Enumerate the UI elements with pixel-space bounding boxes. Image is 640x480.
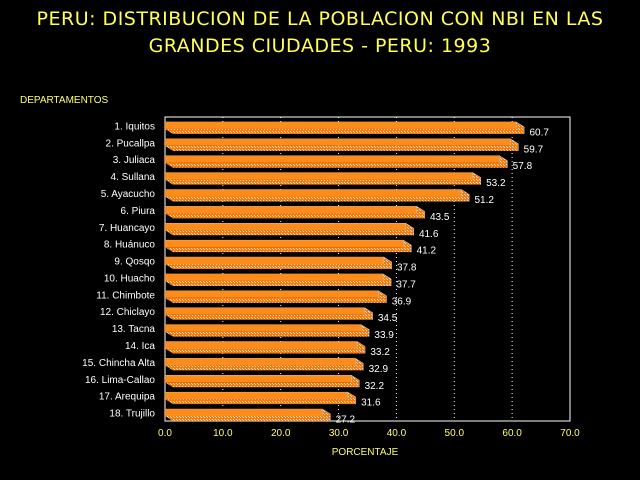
x-axis-title: PORCENTAJE — [332, 447, 399, 458]
x-tick-label: 60.0 — [502, 428, 522, 439]
x-tick-label: 20.0 — [271, 428, 291, 439]
bar — [164, 391, 357, 405]
category-label: 11. Chimbote — [96, 290, 155, 301]
x-tick-label: 30.0 — [329, 428, 349, 439]
x-tick-labels: 0.0 10.0 20.0 30.0 40.0 50.0 60.0 70.0 — [158, 428, 580, 439]
value-label: 57.8 — [513, 161, 533, 172]
category-label: 14. Ica — [125, 341, 155, 352]
category-label: 12. Chiclayo — [100, 307, 155, 318]
category-label: 6. Piura — [121, 206, 156, 217]
bar — [164, 239, 413, 253]
value-label: 41.6 — [419, 229, 439, 240]
value-label: 60.7 — [529, 127, 549, 138]
x-tick-label: 70.0 — [560, 428, 580, 439]
x-tick-label: 10.0 — [213, 428, 233, 439]
value-label: 32.2 — [365, 381, 385, 392]
bar — [164, 324, 370, 338]
value-label: 59.7 — [524, 144, 544, 155]
value-label: 34.5 — [378, 313, 398, 324]
bar — [164, 307, 374, 321]
value-label: 36.9 — [392, 296, 412, 307]
bar — [164, 205, 426, 219]
category-label: 7. Huancayo — [99, 223, 156, 234]
category-label: 8. Huánuco — [104, 240, 156, 251]
bar — [164, 408, 332, 422]
value-label: 32.9 — [369, 364, 389, 375]
bar — [164, 290, 388, 304]
category-label: 18. Trujillo — [109, 409, 155, 420]
bar — [164, 189, 470, 202]
category-label: 2. Pucallpa — [106, 138, 156, 149]
category-label: 10. Huacho — [104, 273, 156, 284]
bar — [164, 222, 415, 236]
bar — [164, 357, 365, 371]
value-label: 37.8 — [397, 263, 417, 274]
value-label: 51.2 — [474, 195, 494, 206]
value-label: 53.2 — [486, 178, 506, 189]
category-label: 3. Juliaca — [113, 155, 156, 166]
value-label: 31.6 — [361, 398, 381, 409]
x-tick-label: 50.0 — [445, 428, 465, 439]
value-label: 43.5 — [430, 212, 450, 223]
value-label: 27.2 — [336, 415, 356, 426]
plot-frame — [164, 116, 571, 422]
bar — [164, 256, 393, 270]
chart-title-line1: PERU: DISTRIBUCION DE LA POBLACION CON N… — [36, 8, 604, 30]
category-label: 16. Lima-Callao — [85, 375, 155, 386]
bar — [164, 155, 509, 169]
category-label: 5. Ayacucho — [101, 189, 156, 200]
x-tick-label: 40.0 — [387, 428, 407, 439]
category-label: 17. Arequipa — [99, 392, 156, 403]
category-label: 4. Sullana — [111, 172, 156, 183]
bars — [164, 121, 525, 422]
bar — [164, 341, 366, 354]
value-label: 41.2 — [417, 246, 437, 257]
category-labels: 1. Iquitos 2. Pucallpa 3. Juliaca 4. Sullan… — [82, 121, 155, 419]
bar — [164, 121, 525, 135]
x-tick-label: 0.0 — [158, 428, 172, 439]
category-label: 1. Iquitos — [114, 121, 155, 132]
bar — [164, 374, 360, 388]
value-labels: 60.7 59.7 57.8 53.2 51.2 43.5 41.6 41.237.8 37.7… — [336, 127, 550, 425]
category-label: 9. Qosqo — [114, 257, 155, 268]
bar — [164, 138, 520, 152]
value-label: 37.7 — [396, 279, 416, 290]
bar — [164, 172, 482, 186]
category-label: 15. Chincha Alta — [82, 358, 155, 369]
bar — [164, 273, 392, 287]
value-label: 33.2 — [370, 347, 390, 358]
category-label: 13. Tacna — [112, 324, 156, 335]
chart-title-line2: GRANDES CIUDADES - PERU: 1993 — [148, 35, 492, 57]
value-label: 33.9 — [374, 330, 394, 341]
y-axis-title: DEPARTAMENTOS — [20, 95, 108, 106]
